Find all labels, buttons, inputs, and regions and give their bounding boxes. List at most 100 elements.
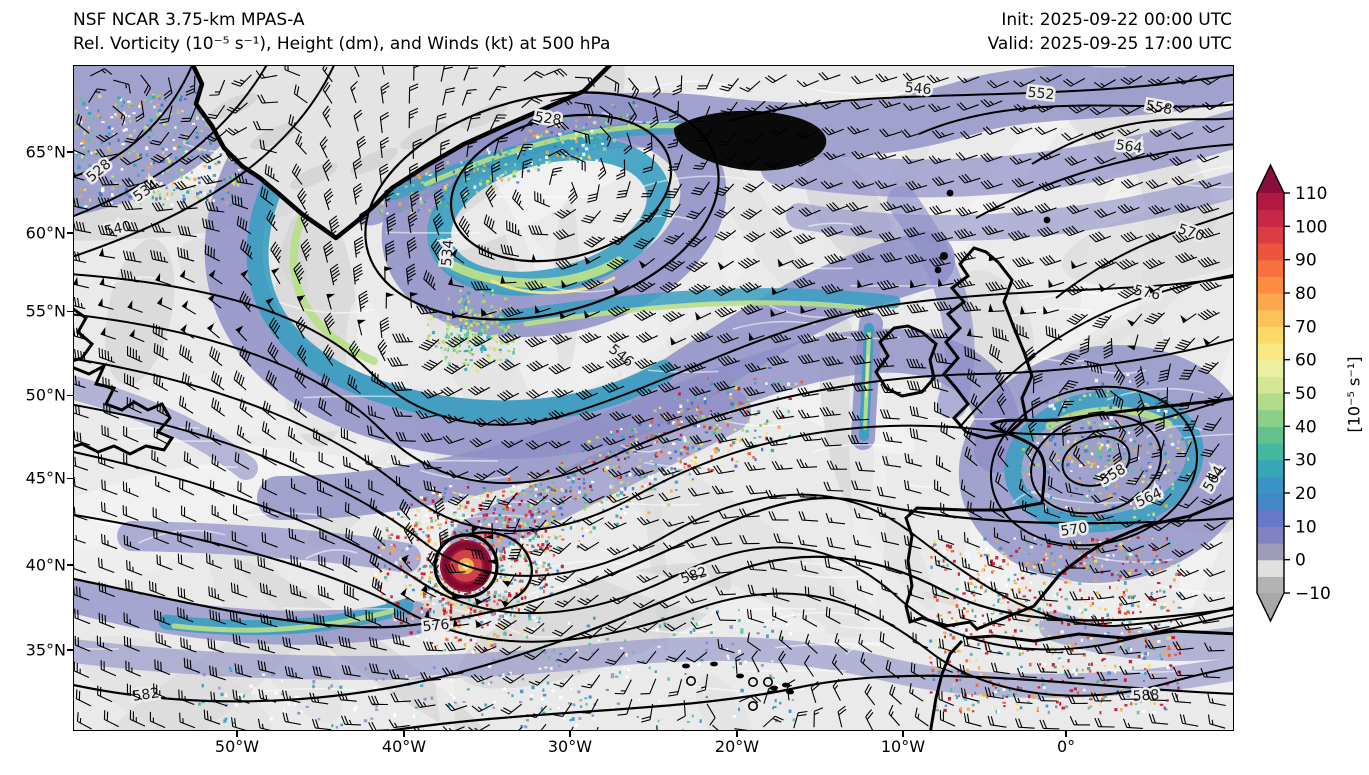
wind-barb xyxy=(552,229,575,240)
wind-barb xyxy=(403,522,415,545)
height-contour xyxy=(387,674,1233,730)
wind-barb xyxy=(1039,74,1062,83)
wind-barb xyxy=(356,135,367,158)
wind-barb xyxy=(240,269,253,286)
wind-barb xyxy=(902,155,925,165)
wind-barb xyxy=(234,663,252,678)
wind-barb xyxy=(123,635,140,652)
wind-barb xyxy=(713,183,735,197)
wind-barb xyxy=(1020,305,1037,315)
wind-barb xyxy=(690,181,710,196)
calm-wind-symbol xyxy=(747,700,758,711)
wind-barb xyxy=(384,186,394,208)
wind-barb xyxy=(535,723,547,730)
wind-barb xyxy=(150,249,169,263)
wind-barb xyxy=(636,574,659,583)
wind-barb xyxy=(179,712,196,729)
wind-barb xyxy=(906,303,929,314)
wind-barb xyxy=(874,180,897,190)
wind-barb xyxy=(855,461,875,472)
wind-barb xyxy=(747,632,762,652)
wind-barb xyxy=(642,154,655,174)
wind-barb xyxy=(956,102,979,111)
wind-barb xyxy=(1043,502,1061,519)
wind-barb xyxy=(453,618,470,627)
wind-barb xyxy=(857,279,874,289)
wind-barb xyxy=(1203,521,1226,531)
wind-barb xyxy=(850,331,873,342)
wind-barb xyxy=(295,133,307,155)
wind-barb xyxy=(1149,128,1172,138)
wind-barb xyxy=(1147,76,1170,87)
wind-barb xyxy=(1200,443,1220,458)
colorbar: 110 100 90 80 70 60 50 40 30 20 10 0 −10 xyxy=(1240,150,1369,670)
wind-barb xyxy=(209,346,223,367)
lon-tickmark xyxy=(736,730,738,737)
wind-barb xyxy=(225,126,248,136)
wind-barb xyxy=(1178,393,1194,410)
wind-barb xyxy=(1169,156,1192,167)
wind-barb xyxy=(609,411,632,421)
wind-barb xyxy=(379,317,390,339)
wind-barb xyxy=(156,554,173,571)
wind-barb xyxy=(390,693,412,703)
wind-barb xyxy=(1096,671,1118,681)
wind-barb xyxy=(710,412,733,422)
wind-barb xyxy=(778,630,792,651)
wind-barb xyxy=(206,323,220,339)
wind-barb xyxy=(739,281,762,293)
wind-barb xyxy=(910,611,927,627)
wind-barb xyxy=(367,695,389,706)
wind-barb xyxy=(418,338,440,351)
wind-barb xyxy=(466,137,478,158)
colorbar-segment xyxy=(1257,526,1284,544)
height-contour xyxy=(74,273,1233,426)
wind-barb xyxy=(1151,493,1172,506)
height-contour xyxy=(74,66,193,178)
wind-barb xyxy=(420,671,442,682)
wind-barb xyxy=(1035,104,1058,113)
wind-barb xyxy=(1010,610,1030,623)
wind-barb xyxy=(764,158,787,169)
wind-barb xyxy=(888,704,901,726)
wind-barb xyxy=(1064,155,1087,166)
wind-barb xyxy=(74,456,89,471)
wind-barb xyxy=(1198,361,1219,375)
wind-barb xyxy=(341,664,361,677)
wind-barb xyxy=(579,648,600,661)
wind-barb xyxy=(636,622,659,633)
wind-barb xyxy=(1021,500,1037,518)
wind-barb xyxy=(1175,441,1192,458)
wind-barb xyxy=(996,392,1007,415)
wind-barb xyxy=(239,290,251,313)
wind-barb xyxy=(445,702,468,712)
wind-barb xyxy=(322,105,332,128)
time-block: Init: 2025-09-22 00:00 UTC Valid: 2025-0… xyxy=(988,8,1232,56)
wind-barb xyxy=(516,143,533,160)
wind-barb xyxy=(269,317,281,339)
wind-barb xyxy=(465,548,485,561)
wind-barb xyxy=(959,664,978,678)
colorbar-segment xyxy=(1257,209,1284,227)
wind-barb xyxy=(458,215,470,238)
wind-barb xyxy=(408,162,419,184)
wind-barb xyxy=(401,554,413,571)
wind-barb xyxy=(526,705,548,719)
wind-barb xyxy=(523,622,545,635)
wind-barb xyxy=(820,180,843,190)
wind-barb xyxy=(904,452,923,467)
wind-barb xyxy=(712,724,725,730)
wind-barb xyxy=(931,584,950,600)
wind-barb xyxy=(265,297,276,315)
wind-barb xyxy=(74,375,86,389)
wind-barb xyxy=(323,312,335,335)
wind-barb xyxy=(851,480,871,492)
wind-barb xyxy=(805,633,818,654)
wind-barb xyxy=(903,103,926,111)
wind-barb xyxy=(371,371,387,389)
wind-barb xyxy=(550,516,573,528)
wind-barb xyxy=(696,673,709,694)
wind-barb xyxy=(768,559,788,572)
colorbar-tick-label: 60 xyxy=(1295,351,1317,371)
wind-barb xyxy=(995,472,1009,492)
